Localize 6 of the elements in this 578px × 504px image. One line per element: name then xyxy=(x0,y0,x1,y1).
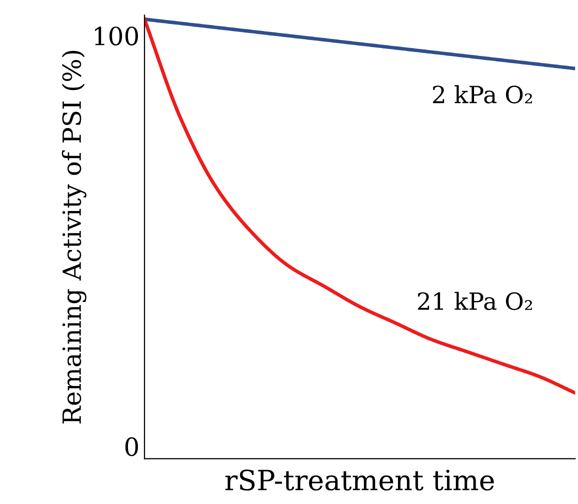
series-label: 2 kPa O₂ xyxy=(432,85,532,104)
series-label: 21 kPa O₂ xyxy=(418,292,532,310)
y-tick-label: 100 xyxy=(94,26,138,46)
y-axis-title: Remaining Activity of PSI (%) xyxy=(62,50,86,424)
y-tick-label: 0 xyxy=(125,437,138,456)
x-axis-title: rSP-treatment time xyxy=(225,470,494,491)
